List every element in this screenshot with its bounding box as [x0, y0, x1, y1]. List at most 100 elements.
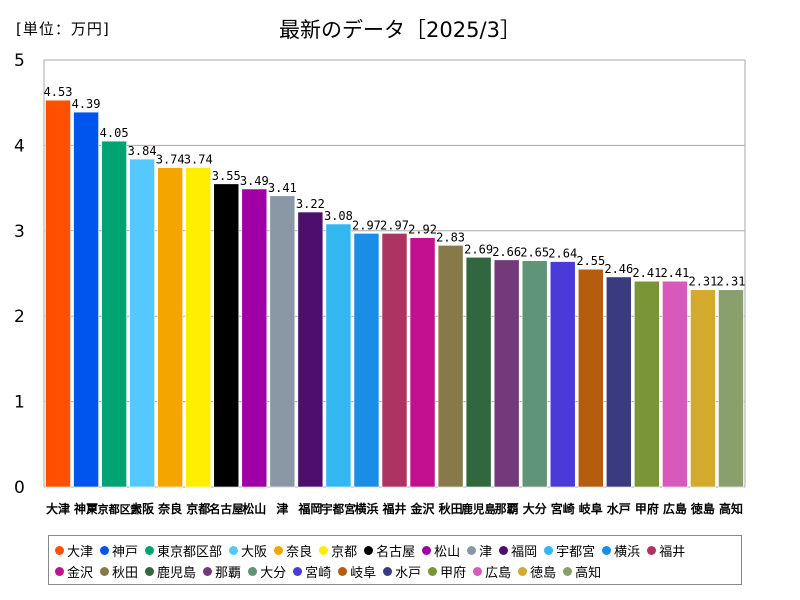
legend-item: 那覇: [203, 562, 242, 581]
legend-swatch: [647, 545, 657, 555]
chart-title: 最新のデータ［2025/3］: [279, 18, 521, 42]
legend-item: 京都: [319, 541, 358, 560]
data-label: 2.41: [632, 266, 661, 280]
legend-item: 横浜: [602, 541, 641, 560]
y-tick-label: 2: [14, 307, 25, 327]
legend-swatch: [100, 545, 110, 555]
legend-item: 福岡: [499, 541, 538, 560]
bar-秋田: [437, 245, 464, 488]
x-tick-label: 福岡: [297, 501, 322, 516]
y-tick-label: 5: [14, 51, 25, 71]
legend-item: 高知: [563, 562, 601, 581]
legend-item: 東京都区部: [145, 541, 223, 560]
legend-label: 福岡: [511, 544, 538, 560]
legend-label: 横浜: [614, 544, 641, 560]
legend-item: 奈良: [274, 541, 313, 560]
data-label: 3.74: [156, 153, 185, 167]
legend-item: 大阪: [229, 541, 267, 560]
legend-swatch: [499, 545, 509, 555]
bar-甲府: [634, 280, 660, 488]
legend-label: 松山: [434, 544, 461, 560]
legend-item: 秋田: [100, 562, 138, 581]
legend-label: 奈良: [286, 544, 313, 560]
data-label: 4.39: [72, 97, 101, 111]
legend-label: 水戸: [395, 565, 422, 581]
bar-松山: [241, 188, 268, 488]
legend-swatch: [248, 566, 258, 576]
bar-鹿児島: [465, 256, 492, 488]
bar-名古屋: [213, 183, 240, 488]
legend-swatch: [473, 566, 483, 576]
bar-神戸: [73, 111, 99, 488]
legend-label: 徳島: [530, 565, 557, 581]
data-label: 3.49: [240, 174, 269, 188]
legend-label: 広島: [485, 565, 512, 581]
data-label: 2.65: [520, 246, 549, 260]
bar-岐阜: [577, 268, 604, 488]
legend-label: 京都: [331, 544, 358, 560]
legend-swatch: [274, 545, 284, 555]
bar-徳島: [690, 289, 716, 488]
legend-swatch: [293, 566, 303, 576]
legend-swatch: [319, 545, 329, 555]
legend-swatch: [55, 566, 64, 576]
legend-swatch: [544, 545, 554, 555]
legend-item: 水戸: [383, 562, 422, 581]
y-axis-ticks: 0 1 2 3 4 5: [14, 51, 25, 498]
y-tick-label: 4: [14, 136, 25, 156]
data-label: 3.41: [268, 181, 297, 195]
data-label: 3.22: [296, 197, 325, 211]
x-tick-label: 神戸: [74, 501, 98, 516]
legend-label: 宇都宮: [556, 544, 596, 560]
legend-item: 宮崎: [293, 562, 331, 581]
legend-item: 大分: [248, 562, 286, 581]
data-label: 4.53: [44, 85, 73, 99]
bar-横浜: [353, 233, 380, 488]
data-label: 2.66: [492, 245, 521, 259]
y-tick-label: 0: [14, 478, 25, 498]
data-label: 2.31: [688, 275, 717, 289]
legend-swatch: [203, 566, 213, 576]
legend-swatch: [428, 566, 438, 576]
legend-swatch: [145, 545, 155, 555]
x-tick-label: 福井: [381, 501, 406, 516]
legend-label: 神戸: [112, 544, 139, 560]
legend-item: 鹿児島: [145, 562, 197, 581]
legend-label: 津: [479, 544, 493, 560]
bar-高知: [718, 289, 744, 488]
x-tick-label: 大分: [523, 501, 547, 516]
bar-大阪: [129, 158, 155, 488]
legend-item: 神戸: [100, 541, 139, 560]
legend-label: 東京都区部: [157, 544, 223, 560]
legend-item: 福井: [647, 541, 685, 560]
data-label: 3.08: [324, 209, 353, 223]
data-label: 3.55: [212, 169, 241, 183]
legend-item: 広島: [473, 562, 512, 581]
legend-swatch: [364, 545, 374, 555]
bar-津: [269, 195, 296, 488]
legend-label: 那覇: [215, 565, 242, 581]
data-label: 2.92: [408, 223, 437, 237]
y-tick-label: 3: [14, 222, 25, 242]
bar-宮崎: [549, 261, 576, 488]
legend-swatch: [145, 566, 155, 576]
legend-swatch: [602, 545, 612, 555]
legend-swatch: [518, 566, 528, 576]
legend-swatch: [338, 566, 348, 576]
bar-大津: [45, 99, 71, 488]
x-tick-label: 秋田: [439, 501, 463, 516]
bar-宇都宮: [325, 223, 352, 488]
data-labels: 4.534.394.053.843.74 3.743.55 3.49 3.413.22…: [44, 85, 746, 289]
legend-label: 甲府: [440, 565, 467, 581]
data-label: 2.97: [380, 218, 409, 232]
data-label: 2.69: [464, 242, 493, 256]
bar-福岡: [297, 211, 324, 488]
x-axis-labels: 大津 神戸東京都区部大阪 奈良 京都名古屋松山津福岡宇都宮横浜 福井 金沢 秋田鹿児島那覇大…: [46, 501, 743, 516]
x-tick-label: 広島: [663, 501, 687, 516]
legend-label: 鹿児島: [157, 565, 197, 581]
x-tick-label: 大津: [46, 501, 70, 516]
x-tick-label: 松山: [242, 501, 266, 516]
legend-item: 津: [467, 541, 493, 560]
legend-swatch: [55, 545, 64, 555]
legend-item: 甲府: [428, 562, 467, 581]
